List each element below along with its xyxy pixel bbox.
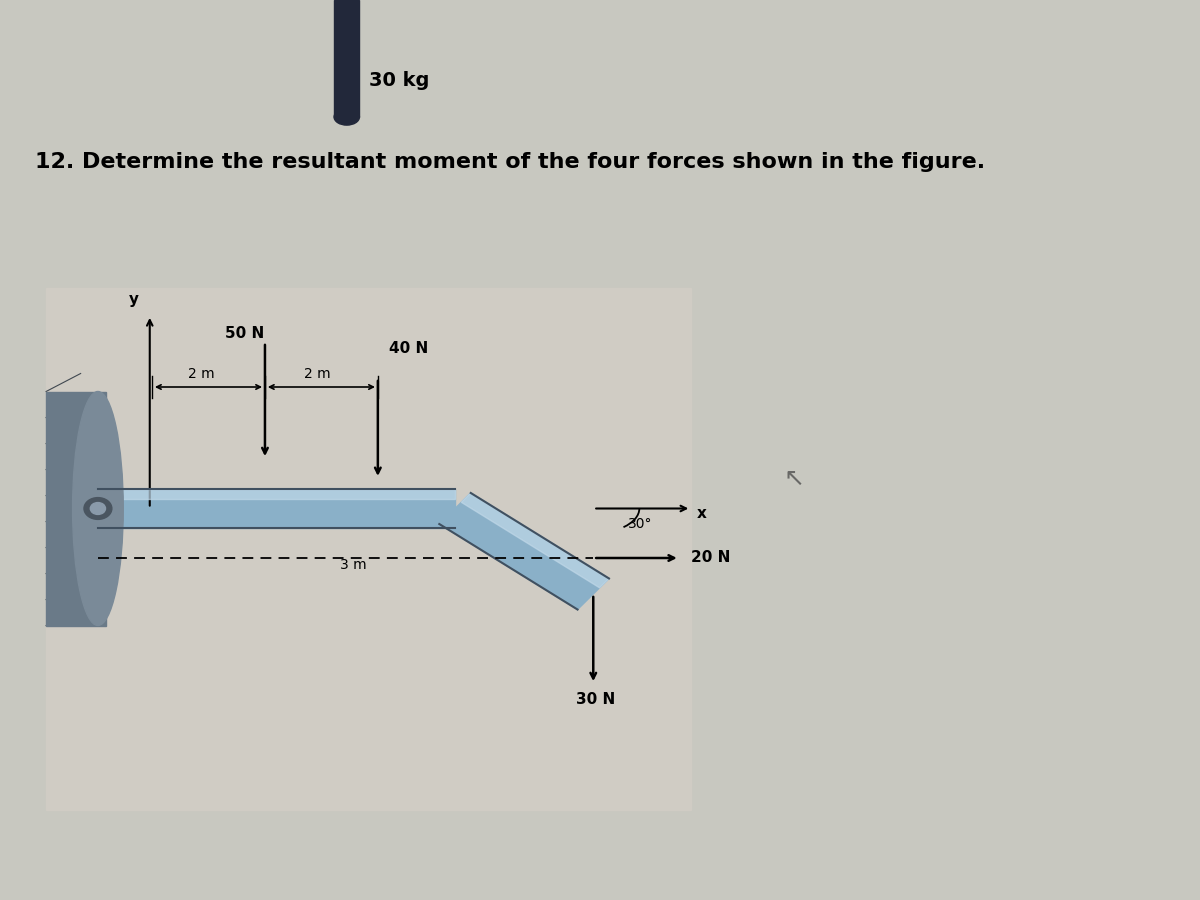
Text: y: y [130, 292, 139, 307]
Polygon shape [98, 489, 455, 499]
Circle shape [90, 502, 106, 515]
Polygon shape [98, 489, 455, 528]
Ellipse shape [72, 392, 124, 626]
Text: 40 N: 40 N [389, 341, 428, 356]
Text: 2 m: 2 m [304, 367, 331, 381]
Ellipse shape [334, 109, 360, 125]
Circle shape [84, 498, 112, 519]
Text: 2 m: 2 m [187, 367, 215, 381]
Text: x: x [697, 506, 707, 520]
Text: ↖: ↖ [784, 467, 804, 491]
Bar [334, 0, 360, 117]
Text: 50 N: 50 N [224, 326, 264, 340]
Bar [46, 392, 106, 626]
Text: 30 kg: 30 kg [368, 71, 430, 91]
Polygon shape [461, 493, 608, 588]
Polygon shape [439, 493, 608, 609]
Text: O: O [92, 537, 106, 552]
Bar [46, 288, 691, 810]
Text: 12. Determine the resultant moment of the four forces shown in the figure.: 12. Determine the resultant moment of th… [35, 152, 985, 172]
Text: 30 N: 30 N [576, 692, 616, 706]
Text: 30°: 30° [628, 518, 653, 531]
Text: 20 N: 20 N [691, 551, 731, 565]
Text: 3 m: 3 m [340, 558, 366, 572]
